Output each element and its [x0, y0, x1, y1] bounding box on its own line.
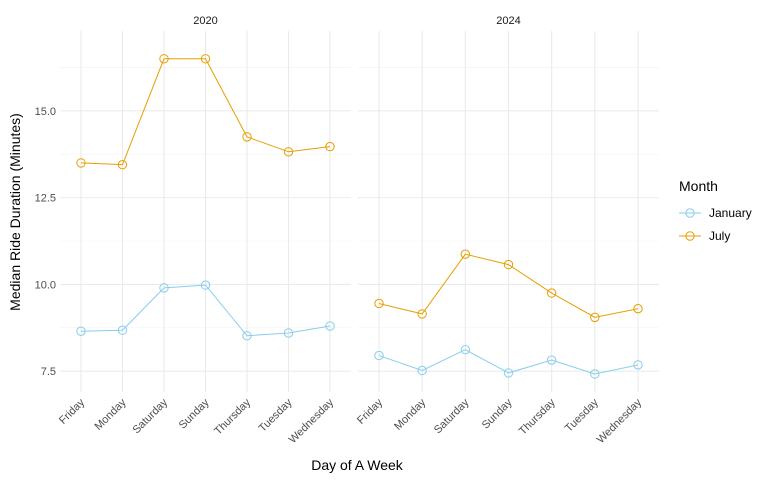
x-tick-label: Thursday: [517, 396, 558, 437]
legend-entry-july: July: [679, 229, 730, 243]
y-tick-label: 10.0: [35, 279, 56, 291]
data-point-july: [590, 312, 600, 323]
data-point-january: [633, 360, 643, 370]
x-tick-label: Tuesday: [257, 396, 295, 434]
legend-entry-january: January: [679, 206, 752, 220]
data-point-january: [200, 280, 211, 290]
data-point-july: [546, 288, 557, 298]
data-point-january: [117, 325, 128, 335]
data-point-january: [590, 369, 600, 379]
series-line-july: [378, 253, 639, 318]
legend-key-point: [685, 231, 695, 241]
data-point-july: [460, 249, 471, 259]
data-point-january: [242, 331, 252, 341]
data-point-july: [417, 309, 427, 319]
data-point-july: [283, 147, 294, 157]
y-axis-title: Median Ride Duration (Minutes): [7, 113, 23, 311]
data-point-january: [503, 368, 514, 378]
data-point-july: [242, 132, 252, 142]
legend: Month January July: [679, 178, 752, 243]
data-point-january: [76, 326, 86, 336]
data-point-july: [374, 298, 384, 309]
x-axis-title: Day of A Week: [311, 457, 404, 473]
series-line-january: [80, 284, 331, 337]
y-tick-label: 15.0: [35, 106, 56, 118]
x-tick-label: Wednesday: [595, 396, 645, 446]
panel-2020: 2020 7.5 10.0 12.5 15.0 Friday Monday Saturday S…: [35, 15, 351, 446]
data-point-july: [159, 54, 169, 64]
data-point-january: [374, 350, 384, 361]
legend-label: July: [709, 229, 730, 243]
data-point-january: [283, 328, 294, 338]
data-point-july: [117, 159, 128, 170]
x-tick-label: Monday: [392, 396, 429, 433]
x-tick-label: Friday: [57, 396, 87, 426]
y-tick-label: 12.5: [35, 193, 56, 205]
panel-2024: 2024 Friday Monday Saturday Sunday Thursday Tu…: [355, 15, 659, 446]
series-line-january: [378, 349, 639, 375]
data-point-july: [76, 158, 86, 168]
legend-title: Month: [679, 178, 718, 194]
series-line-july: [80, 58, 331, 166]
data-point-january: [460, 344, 471, 355]
data-point-january: [546, 355, 557, 365]
data-point-july: [633, 303, 643, 314]
x-tick-label: Saturday: [131, 396, 171, 436]
data-point-july: [325, 141, 335, 152]
y-tick-label: 7.5: [41, 366, 56, 378]
data-point-july: [200, 54, 211, 64]
data-point-january: [325, 321, 335, 331]
x-tick-label: Saturday: [432, 396, 472, 436]
data-point-january: [417, 365, 427, 376]
panel-title: 2024: [496, 15, 520, 27]
legend-label: January: [709, 206, 752, 220]
x-tick-label: Friday: [355, 396, 385, 426]
x-tick-label: Tuesday: [563, 396, 601, 434]
x-tick-label: Wednesday: [287, 396, 337, 446]
x-tick-label: Sunday: [480, 396, 515, 431]
x-tick-label: Thursday: [212, 396, 253, 437]
panel-title: 2020: [193, 15, 217, 27]
x-tick-label: Monday: [92, 396, 129, 433]
data-point-july: [503, 259, 514, 270]
legend-key-point: [685, 208, 695, 218]
x-tick-label: Sunday: [177, 396, 212, 431]
data-point-january: [159, 283, 169, 293]
